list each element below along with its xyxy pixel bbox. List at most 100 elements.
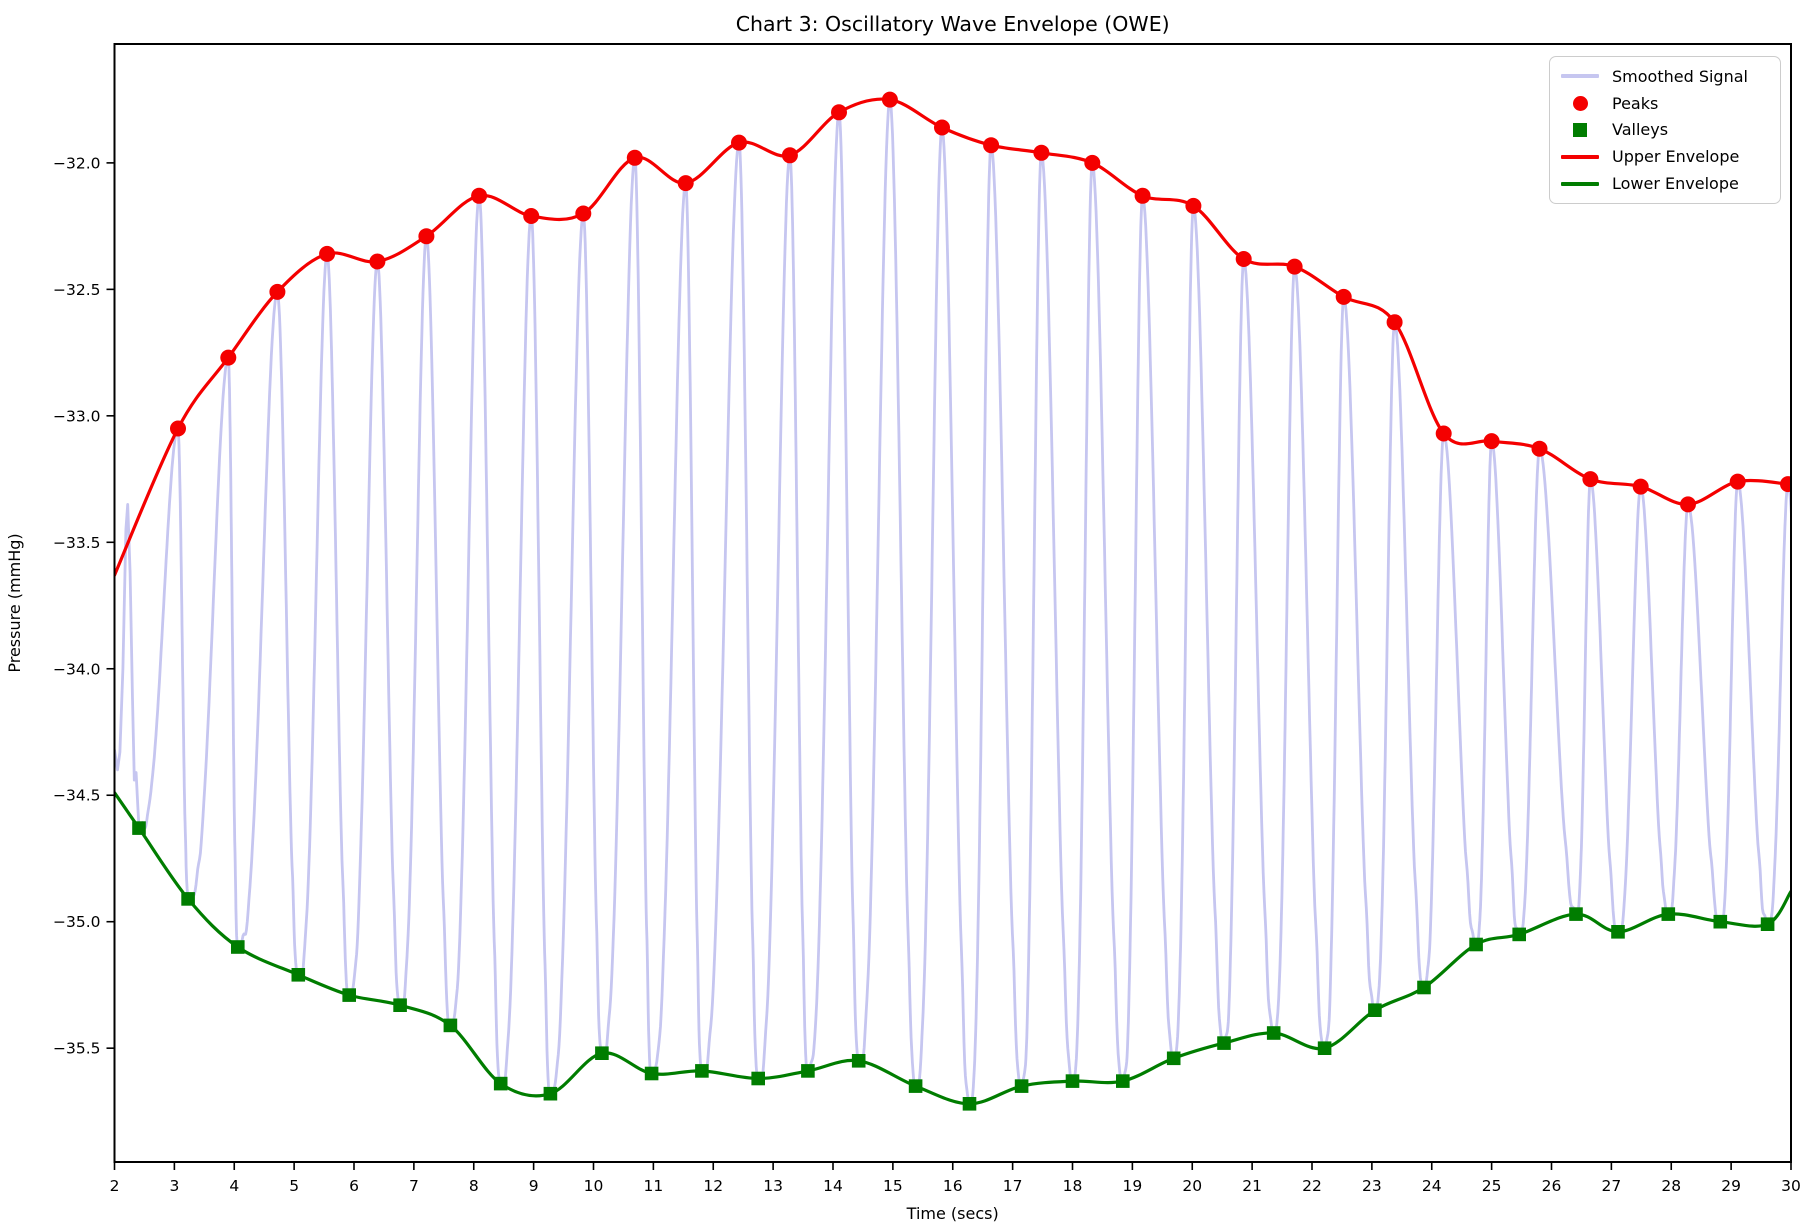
- legend-line-sample: [1561, 154, 1599, 159]
- x-tick-label: 18: [1063, 1177, 1083, 1195]
- x-tick-label: 11: [644, 1177, 664, 1195]
- legend-label: Peaks: [1612, 93, 1659, 113]
- y-tick-label: −35.5: [53, 1040, 101, 1058]
- peak-marker: [626, 149, 643, 166]
- valley-marker: [1760, 917, 1775, 931]
- valley-marker: [393, 998, 407, 1012]
- peak-marker: [1531, 440, 1548, 457]
- x-tick-label: 16: [943, 1177, 963, 1195]
- valley-marker: [1661, 907, 1676, 921]
- valley-marker: [908, 1079, 923, 1093]
- x-tick-label: 14: [823, 1177, 843, 1195]
- peak-marker: [1780, 476, 1791, 493]
- x-tick-label: 27: [1602, 1177, 1622, 1195]
- y-tick-label: −34.0: [53, 660, 101, 678]
- peak-marker: [269, 283, 286, 300]
- y-axis-ticks: −32.0 −32.5 −33.0 −33.5 −34.0 −34.5 −35.0 −35.5: [53, 154, 115, 1058]
- y-tick-label: −34.5: [53, 787, 101, 805]
- x-tick-label: 28: [1661, 1177, 1681, 1195]
- y-tick-label: −35.0: [53, 913, 101, 931]
- valley-marker: [132, 821, 146, 835]
- peak-marker: [471, 187, 488, 204]
- peak-marker: [1582, 471, 1599, 488]
- legend-circle-sample: [1572, 95, 1588, 111]
- peak-marker: [881, 91, 898, 108]
- x-axis-ticks: 2 3 4 5 6 7 8 9 10 11 12 13 14 15 16 17 18 19 20 21 22 23 24 25…: [110, 1162, 1801, 1195]
- x-tick-label: 25: [1482, 1177, 1502, 1195]
- y-tick-label: −32.0: [53, 154, 101, 172]
- x-tick-label: 21: [1242, 1177, 1262, 1195]
- valley-markers: [132, 821, 1775, 1111]
- x-tick-label: 26: [1542, 1177, 1562, 1195]
- peak-marker: [575, 205, 592, 222]
- peak-marker: [1386, 314, 1403, 331]
- valley-marker: [695, 1064, 709, 1078]
- peak-marker: [418, 228, 435, 245]
- valley-marker: [1569, 907, 1583, 921]
- legend-label: Smoothed Signal: [1612, 66, 1748, 86]
- x-axis-label: Time (secs): [906, 1204, 999, 1223]
- peak-marker: [731, 134, 747, 151]
- x-tick-label: 29: [1721, 1177, 1741, 1195]
- valley-marker: [962, 1097, 977, 1111]
- legend-line-sample: [1561, 74, 1599, 79]
- peak-marker: [831, 104, 847, 121]
- peak-marker: [1335, 288, 1352, 305]
- legend-item-peaks: Peaks: [1561, 90, 1770, 117]
- chart-title: Chart 3: Oscillatory Wave Envelope (OWE): [736, 12, 1170, 36]
- valley-marker: [1014, 1079, 1029, 1093]
- x-tick-label: 6: [349, 1177, 359, 1195]
- legend-square-sample: [1573, 122, 1587, 137]
- x-tick-label: 2: [110, 1177, 120, 1195]
- peak-marker: [1632, 478, 1649, 495]
- legend-item-lower-envelope: Lower Envelope: [1561, 170, 1770, 197]
- peak-marker: [983, 137, 1000, 154]
- valley-marker: [644, 1066, 659, 1081]
- valley-marker: [1469, 937, 1483, 952]
- valley-marker: [443, 1018, 458, 1033]
- peak-marker: [781, 147, 798, 164]
- peak-marker: [1084, 154, 1101, 171]
- y-axis-label: Pressure (mmHg): [5, 533, 24, 672]
- y-tick-label: −32.5: [53, 281, 101, 299]
- x-tick-label: 23: [1362, 1177, 1382, 1195]
- x-tick-label: 5: [289, 1177, 299, 1195]
- valley-marker: [595, 1046, 609, 1060]
- x-tick-label: 22: [1302, 1177, 1322, 1195]
- x-tick-label: 30: [1781, 1177, 1801, 1195]
- valley-marker: [1611, 925, 1625, 939]
- x-tick-label: 3: [169, 1177, 179, 1195]
- valley-marker: [291, 968, 306, 982]
- x-tick-label: 9: [529, 1177, 539, 1195]
- valley-marker: [1417, 980, 1431, 995]
- valley-marker: [1116, 1074, 1130, 1088]
- x-tick-label: 12: [703, 1177, 723, 1195]
- peak-marker: [220, 349, 237, 366]
- peak-marker: [1729, 473, 1746, 490]
- valley-marker: [342, 988, 356, 1002]
- peak-marker: [1134, 187, 1151, 204]
- valley-marker: [493, 1076, 508, 1091]
- peak-marker: [319, 245, 336, 262]
- peak-marker: [1680, 496, 1696, 513]
- x-tick-label: 8: [469, 1177, 479, 1195]
- valley-marker: [801, 1064, 815, 1078]
- peak-marker: [170, 420, 186, 437]
- legend-item-valleys: Valleys: [1561, 117, 1770, 144]
- peak-marker: [1033, 144, 1050, 161]
- peak-marker: [369, 253, 386, 270]
- x-tick-label: 20: [1182, 1177, 1202, 1195]
- peak-marker: [1235, 251, 1252, 267]
- x-tick-label: 15: [883, 1177, 903, 1195]
- legend-line-sample: [1561, 181, 1599, 186]
- valley-marker: [1317, 1041, 1332, 1055]
- y-tick-label: −33.5: [53, 534, 101, 552]
- peak-marker: [1483, 433, 1500, 450]
- x-tick-label: 7: [409, 1177, 419, 1195]
- peak-marker: [677, 175, 694, 192]
- smoothed-signal-line: [114, 98, 1791, 1108]
- x-tick-label: 19: [1123, 1177, 1143, 1195]
- x-tick-label: 13: [763, 1177, 783, 1195]
